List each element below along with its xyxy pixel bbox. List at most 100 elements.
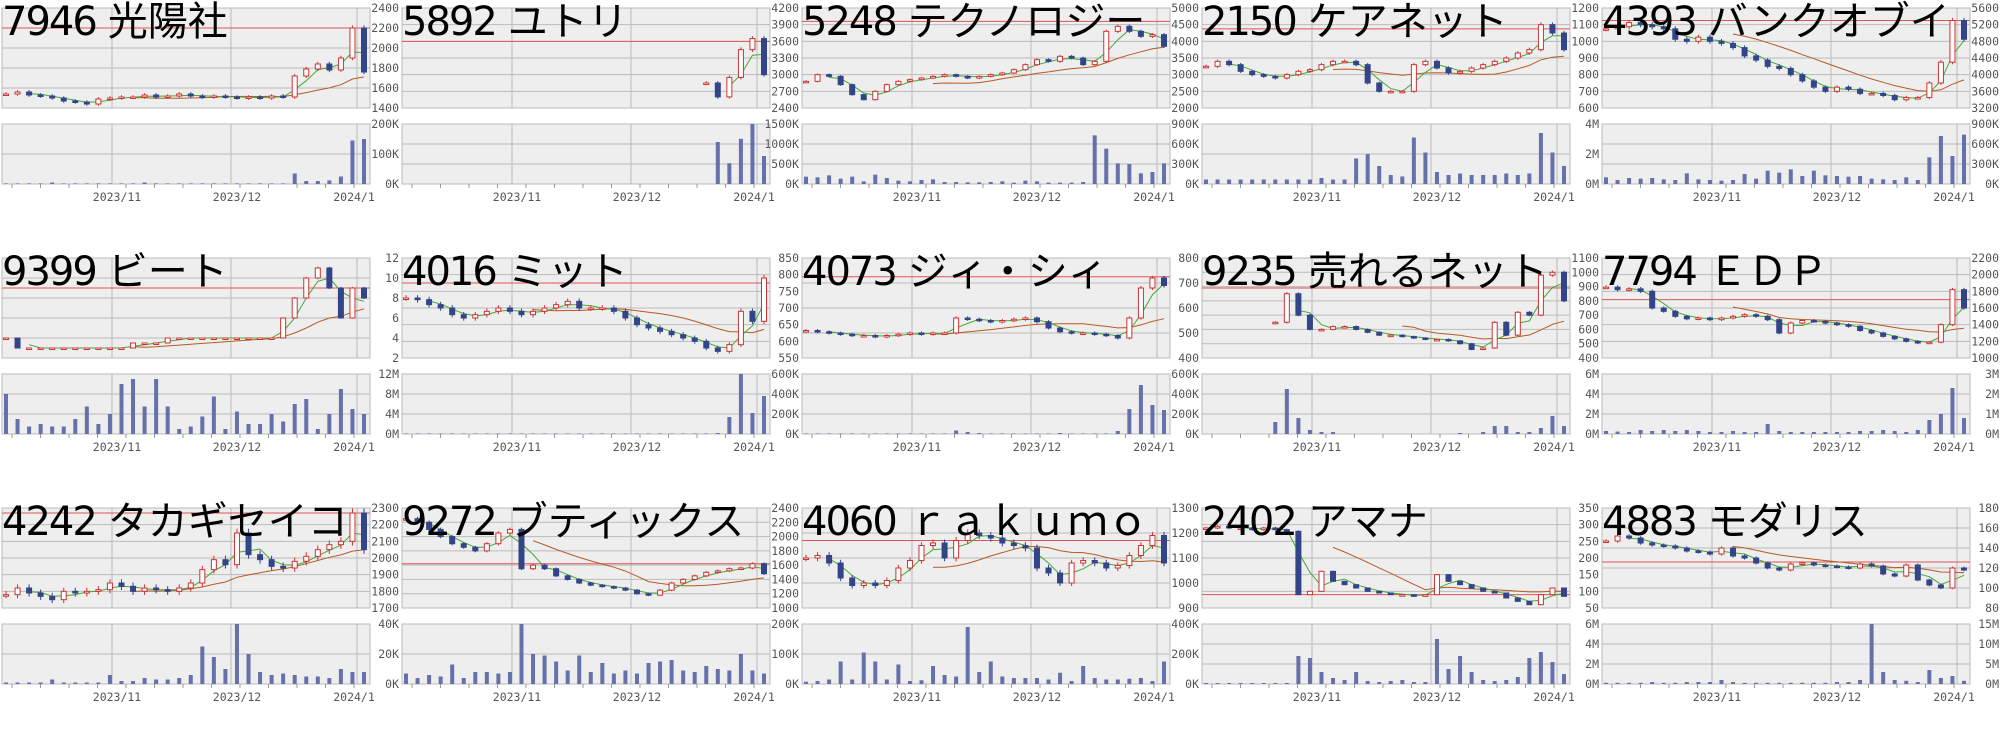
- price-tick-label: 1700: [371, 601, 399, 615]
- ma-long-line: [132, 308, 365, 348]
- volume-bar: [954, 430, 959, 434]
- candle: [1318, 570, 1325, 592]
- candle: [1103, 559, 1110, 572]
- candle: [1283, 528, 1290, 533]
- volume-bar: [304, 181, 309, 184]
- volume-bar: [1696, 431, 1701, 434]
- volume-bar: [1423, 152, 1428, 184]
- volume-bar: [1307, 658, 1312, 684]
- volume-bar: [1081, 666, 1086, 684]
- volume-bar: [1227, 179, 1232, 184]
- volume-bar: [96, 682, 101, 684]
- candle: [1949, 287, 1956, 327]
- stock-chart-7794: 2200 2000 1800 1600 1400 1200 1000 3M 2M 1M 0M 2023…: [1600, 249, 2000, 500]
- candle: [495, 531, 502, 546]
- volume-bar: [338, 669, 343, 684]
- candle: [1364, 328, 1371, 334]
- candle: [964, 529, 971, 545]
- volume-bar: [1296, 418, 1301, 434]
- candle: [1214, 59, 1221, 69]
- price-tick-label: 1100: [1571, 18, 1599, 32]
- volume-bar: [861, 181, 866, 184]
- volume-bar: [1731, 682, 1736, 684]
- x-tick-label: 2023/12: [1013, 440, 1061, 454]
- volume-bar: [1434, 172, 1439, 184]
- ma-short-line: [729, 53, 765, 87]
- candle: [1603, 285, 1609, 290]
- volume-bar: [1684, 173, 1689, 184]
- candle: [1868, 91, 1875, 96]
- volume-bar: [4, 682, 8, 684]
- candle: [303, 552, 310, 566]
- volume-bar: [1742, 682, 1747, 684]
- candle: [1503, 592, 1510, 599]
- volume-bar: [1342, 179, 1347, 184]
- volume-tick-label: 100K: [371, 147, 399, 161]
- candle: [164, 337, 171, 344]
- candle: [837, 75, 844, 86]
- candle: [1445, 338, 1452, 342]
- volume-bar: [1023, 433, 1028, 434]
- price-tick-label: 1000: [1571, 34, 1599, 48]
- candle: [199, 337, 206, 340]
- volume-bar: [1892, 431, 1897, 434]
- candle: [1937, 323, 1944, 344]
- volume-bar: [1638, 682, 1643, 684]
- candle: [1787, 321, 1794, 335]
- volume-bar: [1661, 682, 1666, 684]
- volume-tick-label: 300K: [1171, 157, 1199, 171]
- volume-bar: [1377, 166, 1382, 184]
- price-tick-label: 2700: [771, 84, 799, 98]
- candle: [1776, 566, 1783, 572]
- volume-bar: [84, 682, 89, 684]
- volume-tick-label: 5M: [1985, 657, 1999, 671]
- candle: [153, 584, 160, 594]
- candle: [610, 305, 617, 315]
- volume-bar: [1342, 680, 1347, 684]
- volume-bar: [1204, 683, 1208, 684]
- volume-tick-label: 1M: [1985, 407, 1999, 421]
- volume-bar: [1000, 676, 1005, 684]
- chart-title: 2402 アマナ: [1202, 498, 1428, 546]
- volume-bar: [15, 419, 20, 434]
- price-tick-label: 600: [1578, 322, 1599, 336]
- candle: [49, 347, 56, 350]
- volume-bar: [1354, 672, 1359, 684]
- candle: [587, 305, 594, 311]
- candle: [1126, 316, 1133, 340]
- x-tick-label: 2023/11: [493, 190, 542, 204]
- volume-bar: [738, 654, 743, 684]
- ma-long-line: [1732, 33, 1965, 92]
- x-tick-label: 2023/12: [1413, 440, 1461, 454]
- volume-tick-label: 900K: [1971, 117, 1999, 131]
- price-tick-label: 700: [778, 301, 799, 315]
- volume-bar: [1811, 682, 1816, 684]
- volume-bar: [838, 661, 843, 684]
- candle: [1249, 526, 1256, 531]
- x-tick-label: 2023/11: [93, 440, 142, 454]
- chart-title: 5892 ユトリ: [402, 0, 628, 46]
- price-tick-label: 160: [1978, 521, 1999, 535]
- candle: [1022, 542, 1029, 552]
- volume-bar: [815, 433, 820, 434]
- volume-bar: [988, 433, 993, 434]
- volume-bar: [1881, 430, 1886, 434]
- price-tick-label: 1400: [371, 101, 399, 115]
- candle: [1868, 562, 1875, 568]
- stock-chart-4883: 180 160 140 120 100 80 15M 10M 5M 0M 2023/11 2023/1…: [1600, 499, 2000, 750]
- candle: [849, 332, 856, 337]
- stock-chart-2402: 350 300 250 200 150 100 50 6M 4M 2M 0M 2023/11 2023/…: [1200, 498, 1600, 750]
- candle: [1660, 306, 1667, 313]
- candle: [680, 332, 687, 341]
- candle: [141, 584, 148, 595]
- candle: [726, 567, 733, 573]
- candle: [303, 276, 310, 299]
- volume-bar: [1719, 432, 1724, 434]
- volume-bar: [1527, 658, 1532, 684]
- volume-bar: [1446, 669, 1451, 684]
- stock-name: ｒａｋｕｍｏ: [907, 499, 1148, 545]
- volume-bar: [1331, 678, 1336, 684]
- candle: [245, 95, 252, 100]
- volume-bar: [154, 183, 159, 184]
- candle: [964, 316, 971, 321]
